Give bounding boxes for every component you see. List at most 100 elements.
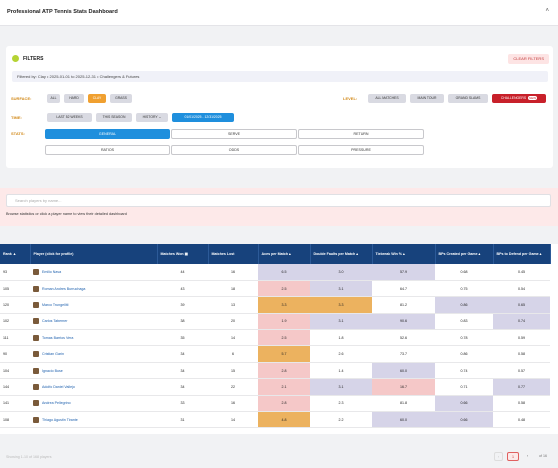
table-cell: 2.5 <box>258 280 310 298</box>
view-ratios-tab[interactable]: RATIOS <box>45 145 170 155</box>
level-grand-slams-chip[interactable]: GRAND SLAMS <box>448 94 488 103</box>
player-name-link[interactable]: Andrea Pellegrino <box>30 395 157 413</box>
column-header[interactable]: Tiebreak Win % ▴ <box>372 244 436 264</box>
table-cell: 60.0 <box>372 411 435 429</box>
player-name-link[interactable]: Ignacio Buse <box>30 362 157 380</box>
level-label: LEVEL: <box>343 96 358 101</box>
table-cell: 2.8 <box>258 362 310 380</box>
table-cell: 16 <box>208 395 258 413</box>
table-cell: 0.71 <box>435 378 493 396</box>
table-row: 111 Tomas Barrios Vera 35 14 2.5 1.8 52.6 0.78 0… <box>0 329 550 347</box>
player-name: Carlos Taberner <box>42 319 68 324</box>
view-serve-tab[interactable]: SERVE <box>171 129 297 139</box>
date-range-picker[interactable]: 01/01/2025 - 12/31/2025 <box>172 113 234 122</box>
surface-all-chip[interactable]: ALL <box>47 94 60 103</box>
table-cell: 90 <box>0 345 30 363</box>
table-cell: 102 <box>0 313 30 331</box>
column-header[interactable]: Double Faults per Match ▴ <box>310 244 373 264</box>
table-cell: 3.3 <box>310 296 372 314</box>
column-header[interactable]: Matches Won ▦ <box>157 244 209 264</box>
table-cell: 0.65 <box>493 296 550 314</box>
view-odds-tab[interactable]: ODDS <box>171 145 297 155</box>
player-avatar <box>33 268 39 275</box>
time-this-season-chip[interactable]: THIS SEASON <box>96 113 132 122</box>
prev-page-button[interactable]: ‹ <box>494 452 503 461</box>
player-avatar <box>33 400 39 407</box>
view-return-tab[interactable]: RETURN <box>298 129 424 139</box>
table-cell: 0.59 <box>493 329 550 347</box>
table-cell: 22 <box>208 378 258 396</box>
column-header[interactable]: Aces per Match ▴ <box>258 244 311 264</box>
column-header[interactable]: Player (click for profile) <box>30 244 158 264</box>
player-name-link[interactable]: Cristian Garin <box>30 345 157 363</box>
table-cell: 20 <box>208 313 258 331</box>
table-cell: 108 <box>0 411 30 429</box>
table-cell: 57.9 <box>372 264 435 281</box>
table-cell: 3.1 <box>310 280 372 298</box>
next-page-button[interactable]: › <box>526 454 529 458</box>
column-header[interactable]: Matches Lost <box>208 244 259 264</box>
table-cell: 0.74 <box>493 313 550 331</box>
filters-title: FILTERS <box>23 56 44 62</box>
player-search-input[interactable]: Search players by name... <box>6 194 551 207</box>
table-cell: 0.68 <box>435 264 493 281</box>
player-name-link[interactable]: Carlos Taberner <box>30 313 157 331</box>
player-name-link[interactable]: Tomas Barrios Vera <box>30 329 157 347</box>
filters-panel: FILTERS CLEAR FILTERS Filtered by: Clay … <box>6 46 553 168</box>
table-cell: 0.86 <box>435 345 493 363</box>
column-header[interactable]: Rank ▲ <box>0 244 31 264</box>
table-cell: 2.3 <box>310 395 372 413</box>
player-name-link[interactable]: Thiago Agustin Tirante <box>30 411 157 429</box>
level-challengers-chip[interactable]: CHALLENGERS NEW <box>492 94 546 103</box>
table-cell: 0.83 <box>435 313 493 331</box>
level-all-matches-chip[interactable]: ALL MATCHES <box>368 94 406 103</box>
time-last-52-weeks-chip[interactable]: LAST 52 WEEKS <box>47 113 92 122</box>
table-row: 144 Adolfo Daniel Vallejo 34 22 2.1 3.1 16.7 0.… <box>0 378 550 396</box>
player-name: Adolfo Daniel Vallejo <box>42 384 75 389</box>
table-cell: 34 <box>157 345 208 363</box>
surface-grass-chip[interactable]: GRASS <box>110 94 132 103</box>
player-name-link[interactable]: Marco Trungelliti <box>30 296 157 314</box>
column-header[interactable]: BPs to Defend per Game ▴ <box>493 244 551 264</box>
top-bar: Professional ATP Tennis Stats Dashboard … <box>0 0 558 26</box>
player-name: Marco Trungelliti <box>42 302 69 307</box>
page-title: Professional ATP Tennis Stats Dashboard <box>7 9 118 15</box>
page-count: of 16 <box>539 454 547 458</box>
table-cell: 104 <box>0 362 30 380</box>
player-name: Andrea Pellegrino <box>42 401 71 406</box>
player-avatar <box>33 318 39 325</box>
table-row: 120 Marco Trungelliti 39 13 3.3 3.3 81.2 0.86 0.… <box>0 296 550 314</box>
surface-label: SURFACE: <box>11 96 32 101</box>
table-cell: 0.66 <box>435 411 493 429</box>
player-name: Thiago Agustin Tirante <box>42 417 78 422</box>
player-name: Ignacio Buse <box>42 368 63 373</box>
time-history-dropdown[interactable]: HISTORY ⌄ <box>136 113 168 122</box>
column-header[interactable]: BPs Created per Game ▴ <box>435 244 494 264</box>
surface-clay-chip[interactable]: CLAY <box>88 94 106 103</box>
player-name-link[interactable]: Emilio Nava <box>30 264 157 281</box>
table-cell: 39 <box>157 296 208 314</box>
surface-hard-chip[interactable]: HARD <box>64 94 84 103</box>
new-badge: NEW <box>528 96 538 100</box>
player-name: Cristian Garin <box>42 352 64 357</box>
player-avatar <box>33 334 39 341</box>
table-cell: 16.7 <box>372 378 435 396</box>
filter-summary: Filtered by: Clay • 2025-01-01 to 2025-1… <box>12 71 548 82</box>
view-pressure-tab[interactable]: PRESSURE <box>298 145 424 155</box>
table-cell: 33 <box>157 395 208 413</box>
table-cell: 13 <box>208 296 258 314</box>
clear-filters-button[interactable]: CLEAR FILTERS <box>508 54 549 64</box>
level-main-tour-chip[interactable]: MAIN TOUR <box>410 94 444 103</box>
view-general-tab[interactable]: GENERAL <box>45 129 170 139</box>
player-name-link[interactable]: Adolfo Daniel Vallejo <box>30 378 157 396</box>
challengers-label: CHALLENGERS <box>500 96 527 100</box>
collapse-chevron-icon[interactable]: ˄ <box>545 8 549 14</box>
table-cell: 14 <box>208 411 258 429</box>
table-cell: 105 <box>0 280 30 298</box>
player-name-link[interactable]: Roman Andres Burruchaga <box>30 280 157 298</box>
stats-label: STATS: <box>11 131 25 136</box>
page-number-input[interactable]: 1 <box>507 452 519 461</box>
table-cell: 43 <box>157 280 208 298</box>
table-cell: 0.58 <box>493 345 550 363</box>
table-cell: 3.0 <box>310 264 372 281</box>
